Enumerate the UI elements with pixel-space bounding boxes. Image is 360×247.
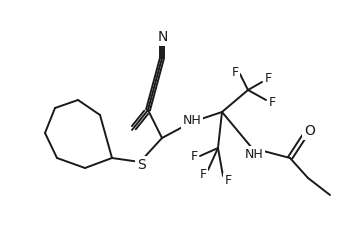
Text: F: F [265, 73, 271, 85]
Text: NH: NH [245, 147, 264, 161]
Text: NH: NH [183, 115, 201, 127]
Text: S: S [137, 158, 145, 172]
Text: F: F [224, 174, 231, 187]
Text: F: F [231, 65, 239, 79]
Text: F: F [190, 150, 198, 164]
Text: F: F [269, 96, 275, 108]
Text: F: F [199, 167, 207, 181]
Text: N: N [158, 30, 168, 44]
Text: O: O [305, 124, 315, 138]
